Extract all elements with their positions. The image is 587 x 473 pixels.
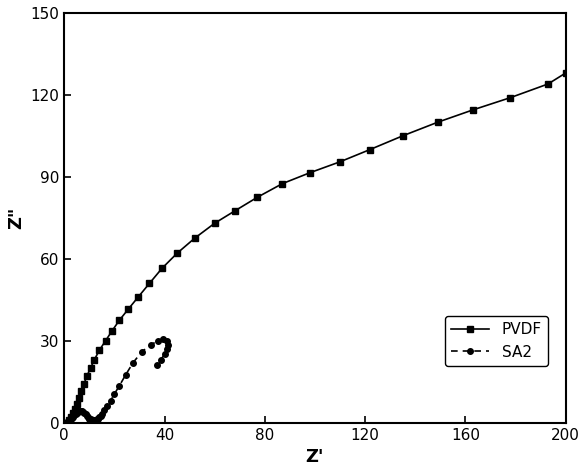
PVDF [77,388,85,394]
SA2 [164,346,171,352]
PVDF [116,317,123,323]
SA2 [83,413,90,419]
PVDF [434,119,441,125]
SA2 [164,338,171,343]
PVDF [399,133,406,139]
SA2 [91,417,98,423]
SA2 [68,415,75,421]
PVDF [158,265,166,271]
SA2 [79,409,86,415]
PVDF [254,194,261,200]
PVDF [231,208,238,214]
SA2 [111,391,118,397]
PVDF [545,81,552,87]
SA2 [71,412,78,418]
SA2 [147,342,154,348]
PVDF [80,382,87,387]
PVDF [336,159,343,165]
SA2 [86,416,93,421]
X-axis label: Z': Z' [306,448,324,466]
PVDF [562,70,569,76]
PVDF [83,373,90,379]
SA2 [75,409,82,415]
PVDF [87,365,94,371]
SA2 [155,338,162,343]
PVDF [124,307,131,312]
SA2 [76,409,83,414]
SA2 [92,417,99,423]
Y-axis label: Z": Z" [7,207,25,229]
SA2 [69,414,76,420]
PVDF [279,181,286,186]
SA2 [72,411,79,417]
SA2 [78,409,85,414]
PVDF [146,280,153,286]
SA2 [97,413,104,419]
SA2 [107,398,114,403]
SA2 [130,359,137,365]
SA2 [81,410,88,416]
PVDF [366,147,373,152]
SA2 [161,351,168,357]
SA2 [65,419,72,424]
PVDF [73,401,80,406]
PVDF [507,95,514,100]
PVDF [174,251,181,256]
SA2 [87,417,94,422]
SA2 [116,383,123,389]
PVDF [191,236,198,241]
PVDF [470,107,477,113]
PVDF [71,406,78,412]
SA2 [122,372,129,377]
Legend: PVDF, SA2: PVDF, SA2 [445,316,548,366]
SA2 [160,336,167,342]
PVDF [102,338,109,343]
PVDF [211,220,218,226]
SA2 [63,419,70,425]
SA2 [98,411,105,417]
PVDF [69,410,76,416]
PVDF [66,417,73,423]
SA2 [85,414,92,420]
SA2 [101,408,108,413]
SA2 [90,417,97,423]
SA2 [153,362,160,368]
PVDF [91,357,98,363]
SA2 [66,418,73,423]
SA2 [82,412,89,417]
SA2 [67,417,74,422]
Line: SA2: SA2 [64,337,171,425]
SA2 [88,417,95,423]
SA2 [93,417,100,422]
SA2 [157,357,164,363]
PVDF [306,170,313,175]
PVDF [96,348,103,353]
SA2 [73,410,80,416]
SA2 [96,415,103,420]
SA2 [103,403,110,409]
SA2 [165,342,172,348]
PVDF [68,414,75,420]
PVDF [109,328,116,334]
SA2 [95,416,102,421]
PVDF [75,395,82,401]
PVDF [134,294,141,300]
SA2 [77,408,84,414]
SA2 [139,349,146,354]
Line: PVDF: PVDF [66,70,569,423]
